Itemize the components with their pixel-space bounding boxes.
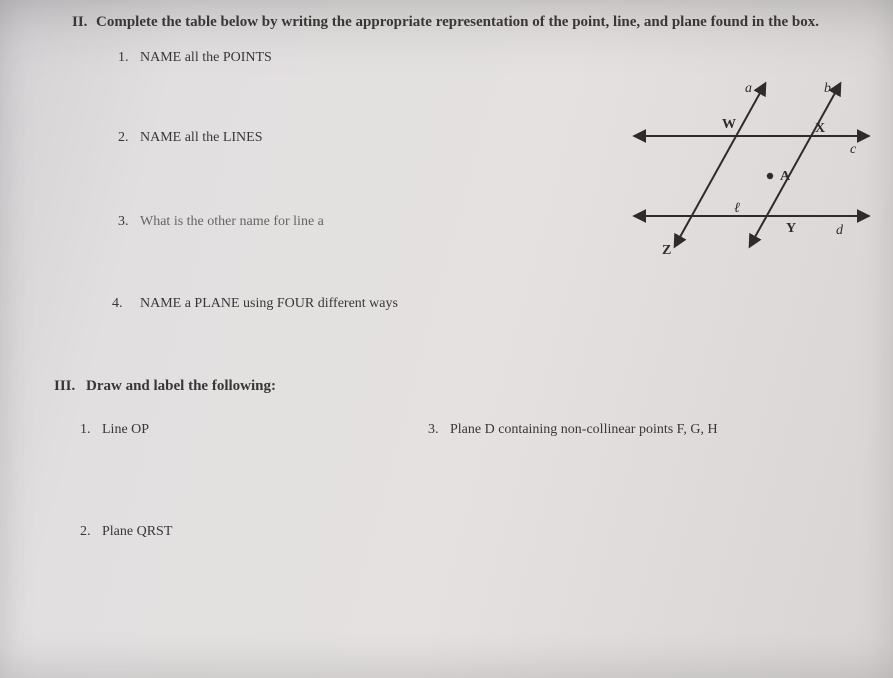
ii-q4: NAME a PLANE using FOUR different ways [140, 296, 398, 312]
section-iii-prefix: III. [54, 378, 75, 395]
point-label-A: A [780, 169, 791, 184]
line-a [675, 84, 765, 246]
point-label-W: W [722, 117, 736, 132]
ii-q2-num: 2. [118, 130, 129, 146]
section-ii-heading: Complete the table below by writing the … [96, 14, 819, 31]
ii-q2: NAME all the LINES [140, 130, 262, 146]
iii-q3: Plane D containing non-collinear points … [450, 422, 718, 438]
point-A [767, 173, 773, 179]
ii-q4-num: 4. [112, 296, 123, 312]
point-label-X: X [815, 121, 825, 136]
point-label-ℓ: ℓ [734, 201, 740, 216]
point-label-Z: Z [662, 243, 671, 258]
label-c: c [850, 142, 857, 157]
label-a: a [745, 81, 752, 96]
ii-q1: NAME all the POINTS [140, 50, 272, 66]
ii-q3: What is the other name for line a [140, 214, 324, 230]
label-d: d [836, 223, 844, 238]
iii-q2-num: 2. [80, 524, 91, 540]
iii-q3-num: 3. [428, 422, 439, 438]
label-b: b [824, 81, 831, 96]
iii-q2: Plane QRST [102, 524, 172, 540]
iii-q1: Line OP [102, 422, 149, 438]
ii-q1-num: 1. [118, 50, 129, 66]
section-iii-heading: Draw and label the following: [86, 378, 276, 395]
section-ii-prefix: II. [72, 14, 87, 31]
ii-q3-num: 3. [118, 214, 129, 230]
iii-q1-num: 1. [80, 422, 91, 438]
geometry-diagram: a b c d A W Xℓ Y Z [620, 76, 880, 286]
worksheet-page: II. Complete the table below by writing … [0, 0, 893, 678]
point-label-Y: Y [786, 221, 796, 236]
